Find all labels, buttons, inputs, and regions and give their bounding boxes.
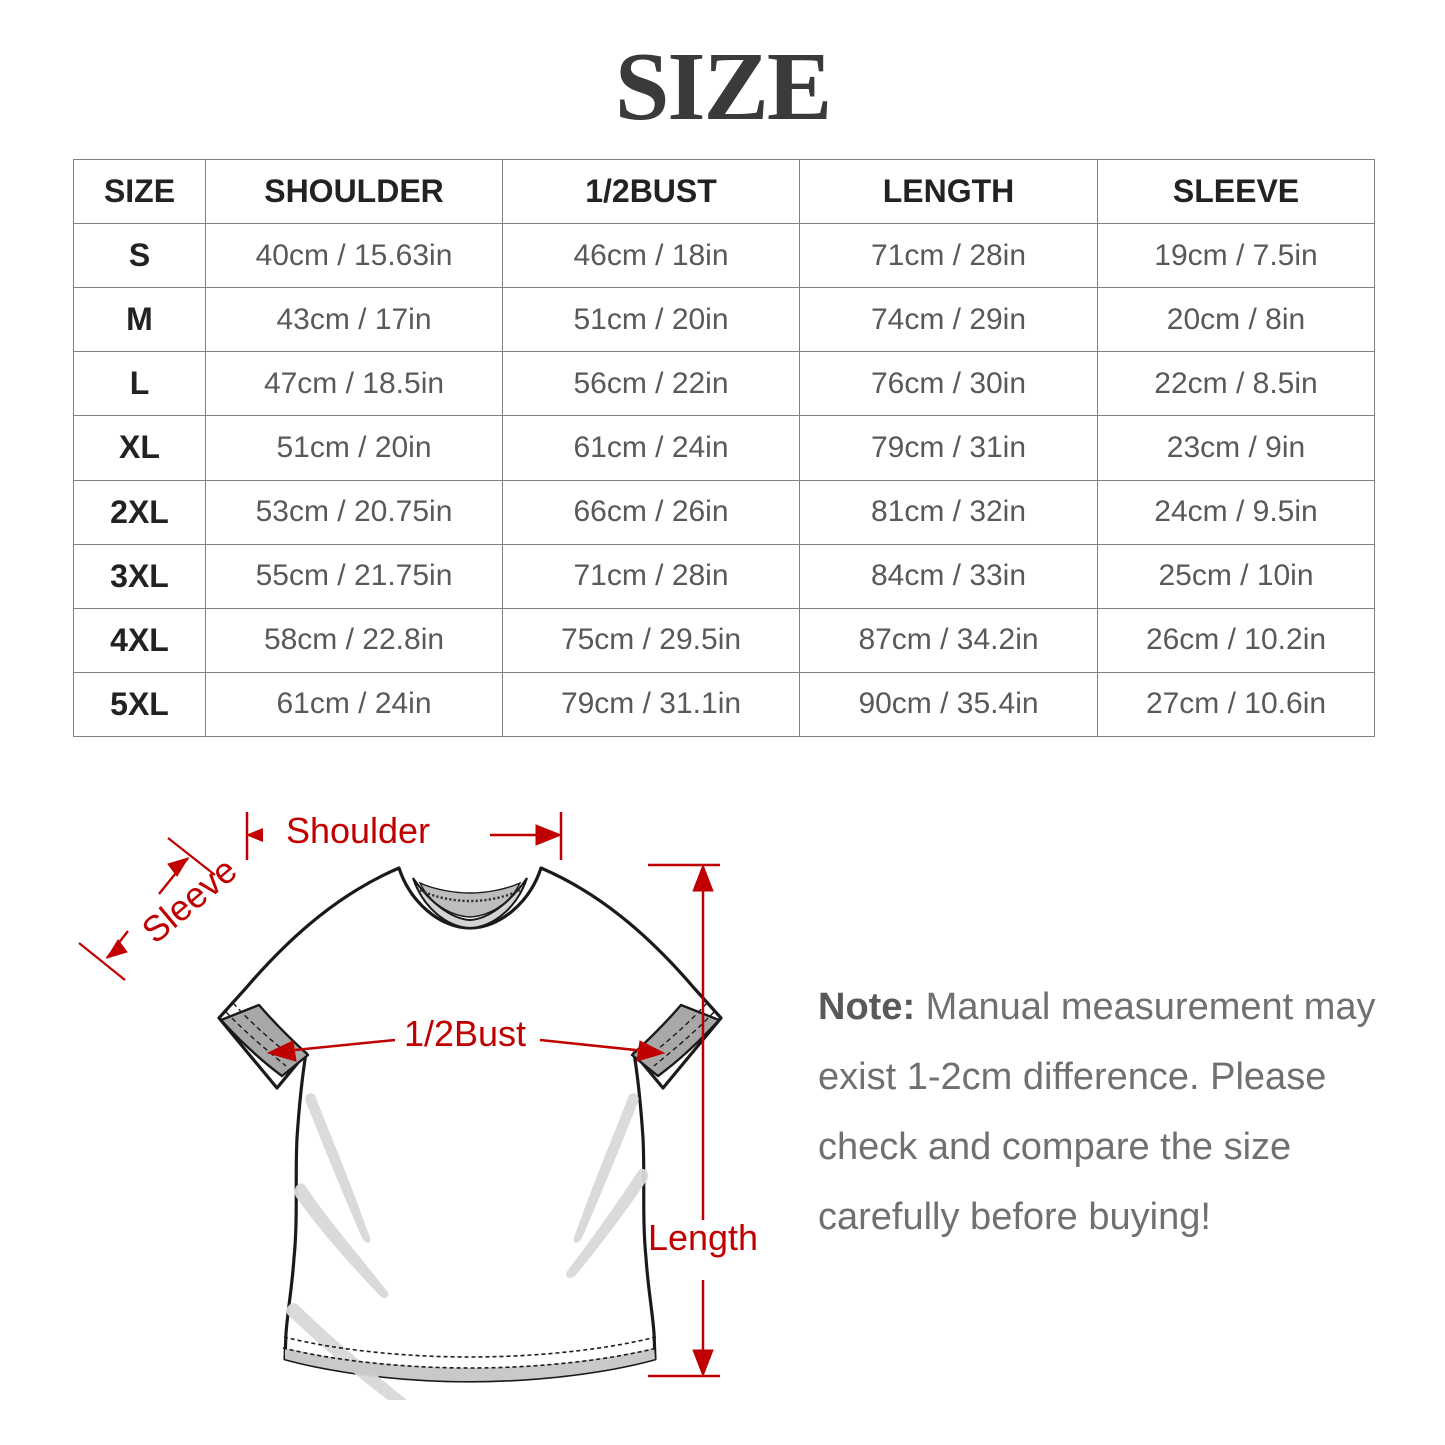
svg-text:Sleeve: Sleeve: [134, 849, 245, 951]
svg-text:1/2Bust: 1/2Bust: [404, 1013, 526, 1054]
svg-text:Shoulder: Shoulder: [286, 810, 430, 851]
svg-text:Length: Length: [648, 1217, 758, 1258]
